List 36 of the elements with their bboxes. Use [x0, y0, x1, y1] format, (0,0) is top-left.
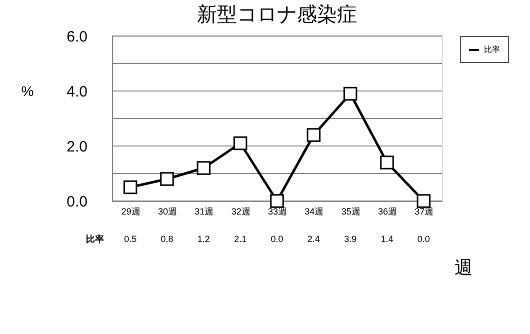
data-label: 0.8	[160, 234, 174, 244]
y-tick-label: 4.0	[66, 84, 88, 100]
y-tick-label: 2.0	[66, 138, 88, 156]
y-tick-label: 6.0	[66, 28, 88, 46]
legend-label: 比率	[484, 45, 500, 54]
y-axis-title: %	[21, 83, 34, 99]
x-tick-label: 31週	[194, 206, 214, 216]
data-label: 2.4	[307, 234, 320, 244]
y-tick-label: 0.0	[66, 194, 88, 210]
point	[416, 194, 431, 208]
text: 比率	[86, 234, 104, 244]
point	[306, 128, 321, 142]
point	[196, 161, 211, 175]
x-tick-label: 35週	[341, 206, 360, 216]
point	[270, 194, 284, 208]
data-label: 0.0	[270, 234, 284, 244]
x-tick-label: 29週	[121, 206, 140, 216]
point	[160, 172, 174, 186]
x-tick-label: 34週	[304, 206, 324, 216]
point	[123, 180, 138, 194]
x-axis-title: 週	[454, 258, 472, 278]
data-label: 1.2	[197, 234, 210, 244]
data-label: 2.1	[234, 234, 247, 244]
point	[343, 86, 358, 101]
x-tick-label: 33週	[268, 206, 288, 216]
data-label: 3.9	[344, 234, 357, 244]
chart-title: 新型コロナ感染症	[197, 4, 357, 26]
x-tick-label: 30週	[158, 206, 178, 216]
point	[233, 136, 248, 150]
x-tick-label: 32週	[231, 206, 250, 216]
data-label: 1.4	[380, 234, 394, 244]
x-tick-label: 37週	[414, 206, 434, 216]
data-label: 0.0	[417, 234, 430, 244]
point	[380, 156, 394, 170]
data-label: 0.5	[124, 234, 137, 244]
x-tick-label: 36週	[378, 206, 398, 216]
